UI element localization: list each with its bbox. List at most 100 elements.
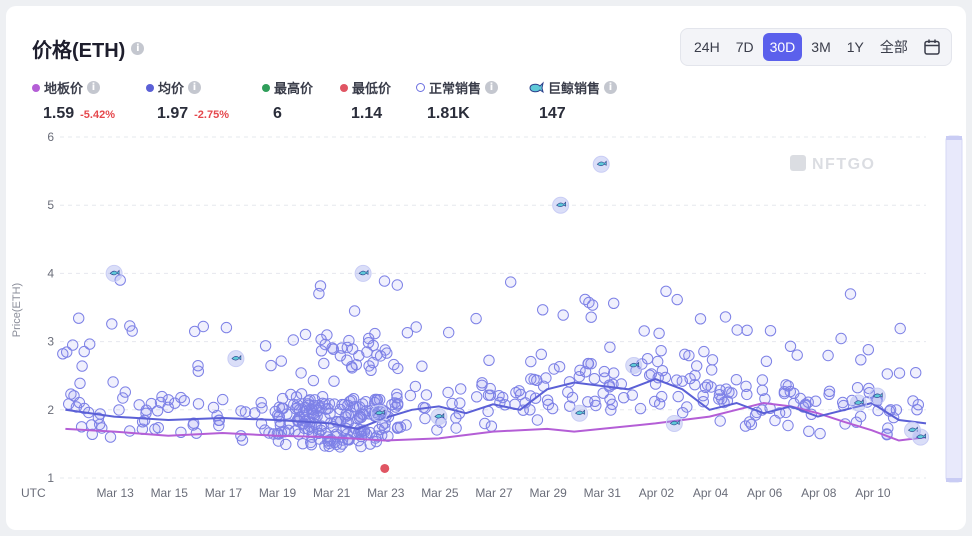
sale-point[interactable] (525, 355, 537, 368)
sale-point[interactable] (189, 325, 201, 338)
sale-point[interactable] (799, 398, 812, 410)
sale-point[interactable] (62, 398, 75, 410)
sale-point[interactable] (691, 360, 703, 372)
sale-point[interactable] (672, 390, 684, 403)
sale-point[interactable] (788, 387, 800, 399)
sale-point[interactable] (217, 393, 229, 406)
floor-info-icon[interactable]: i (87, 81, 101, 94)
sale-point[interactable] (124, 320, 136, 332)
sale-point[interactable] (514, 388, 527, 401)
sale-point[interactable] (419, 412, 431, 425)
sale-point[interactable] (714, 415, 726, 427)
legend-normal[interactable]: 正常销售 i 1.81K (416, 78, 499, 123)
sale-point[interactable] (483, 354, 495, 366)
sale-point[interactable] (400, 419, 412, 431)
sale-point[interactable] (316, 391, 329, 403)
sale-point[interactable] (741, 388, 753, 401)
legend-high[interactable]: 最高价 6 (262, 78, 313, 123)
sale-point[interactable] (78, 345, 90, 358)
sale-point[interactable] (420, 389, 433, 401)
sale-point[interactable] (769, 414, 781, 427)
whale-sale-point[interactable] (625, 356, 643, 374)
sale-point[interactable] (76, 360, 88, 372)
sale-point[interactable] (86, 428, 99, 440)
sale-point[interactable] (485, 420, 498, 432)
sale-point[interactable] (299, 328, 312, 341)
sale-point[interactable] (318, 357, 330, 370)
sale-point[interactable] (119, 386, 132, 398)
sale-point[interactable] (634, 402, 647, 415)
sale-point[interactable] (388, 358, 400, 371)
sale-point[interactable] (823, 385, 836, 397)
sale-point[interactable] (106, 318, 118, 330)
sale-point[interactable] (803, 425, 815, 437)
whale-sale-point[interactable] (665, 414, 683, 432)
sale-point[interactable] (390, 401, 402, 413)
legend-whale[interactable]: 巨鲸销售 i 147 (528, 78, 618, 123)
sale-point[interactable] (94, 418, 106, 431)
sale-point[interactable] (681, 401, 693, 413)
sale-point[interactable] (162, 401, 174, 413)
sale-point[interactable] (694, 313, 707, 325)
sale-point[interactable] (531, 414, 544, 426)
sale-point[interactable] (652, 355, 664, 368)
range-3m-button[interactable]: 3M (811, 39, 831, 55)
sale-point[interactable] (814, 427, 826, 440)
sale-point[interactable] (810, 395, 822, 407)
range-24h-button[interactable]: 24H (694, 39, 720, 55)
sale-point[interactable] (525, 373, 537, 385)
sale-point[interactable] (74, 377, 86, 389)
sale-point[interactable] (731, 324, 743, 336)
sale-point[interactable] (557, 309, 569, 321)
sale-point[interactable] (350, 401, 362, 413)
sale-point[interactable] (133, 399, 145, 411)
sale-point[interactable] (355, 440, 367, 453)
sale-point[interactable] (275, 355, 287, 367)
sale-point[interactable] (336, 398, 348, 411)
sale-point[interactable] (169, 397, 181, 409)
sale-point[interactable] (319, 338, 331, 351)
sale-point[interactable] (113, 404, 125, 416)
whale-sale-point[interactable] (354, 264, 372, 282)
sale-point[interactable] (671, 374, 683, 386)
sale-point[interactable] (645, 368, 658, 380)
sale-point[interactable] (298, 405, 310, 418)
sale-point[interactable] (391, 279, 403, 291)
whale-sale-point[interactable] (430, 408, 448, 426)
sale-point[interactable] (855, 354, 867, 366)
sale-point[interactable] (329, 436, 341, 448)
sale-point[interactable] (409, 380, 422, 393)
sale-point[interactable] (608, 297, 620, 309)
sale-point[interactable] (760, 355, 773, 367)
sale-point[interactable] (310, 402, 322, 414)
sale-point[interactable] (348, 305, 361, 317)
sale-point[interactable] (542, 398, 555, 411)
sale-point[interactable] (553, 361, 566, 373)
sale-point[interactable] (476, 377, 488, 389)
sale-point[interactable] (716, 393, 728, 405)
sale-point[interactable] (484, 382, 496, 395)
sale-point[interactable] (107, 376, 119, 388)
sale-point[interactable] (276, 392, 289, 405)
whale-sale-point[interactable] (571, 404, 589, 422)
sale-point[interactable] (881, 368, 893, 380)
sale-point[interactable] (117, 392, 129, 404)
sale-point[interactable] (606, 398, 618, 410)
sale-point[interactable] (548, 363, 560, 375)
sale-point[interactable] (255, 396, 267, 409)
sale-point[interactable] (197, 320, 210, 333)
sale-point[interactable] (719, 311, 732, 323)
sale-point[interactable] (314, 280, 327, 292)
sale-point[interactable] (778, 387, 791, 400)
sale-point[interactable] (374, 394, 386, 406)
lowest-sale-point[interactable] (380, 463, 390, 473)
sale-point[interactable] (239, 406, 252, 418)
legend-floor[interactable]: 地板价 i 1.59 -5.42% (32, 78, 115, 123)
sale-point[interactable] (541, 394, 554, 406)
zoom-slider-track[interactable] (945, 135, 963, 483)
sale-point[interactable] (355, 411, 367, 424)
sale-point[interactable] (894, 322, 906, 335)
sale-point[interactable] (73, 312, 85, 324)
range-30d-button[interactable]: 30D (762, 33, 803, 61)
sale-point[interactable] (334, 350, 347, 362)
